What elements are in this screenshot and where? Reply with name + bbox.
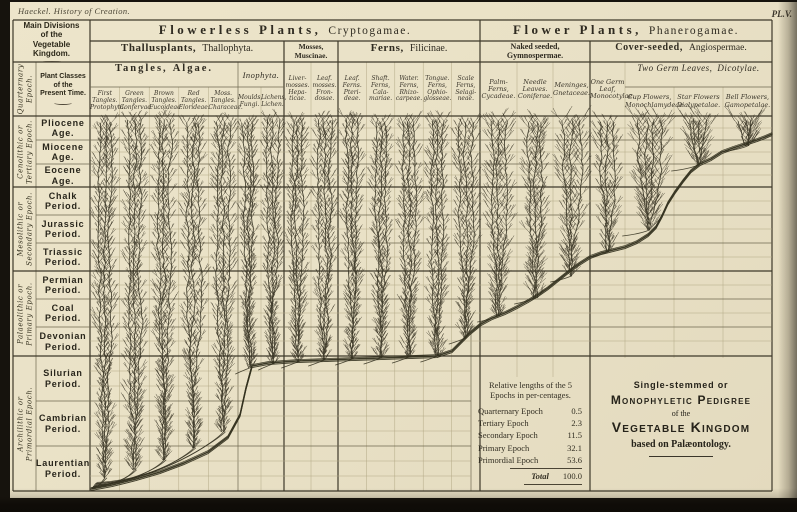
legend-rows: Quarternary Epoch 0.5 Tertiary Epoch 2.3 Sec… [471,405,590,466]
class-header-cell: Lichens, Lichen. [261,93,287,108]
class-header-cell: Star Flowers Dialypetalae. [676,93,721,109]
corner-main-divisions: Main Divisions of the Vegetable Kingdom. [14,21,89,62]
class-header-cell: Red Tangles. Florideae. [178,90,210,111]
class-header-cell: Water. Ferns, Rhizo-carpeae. [395,74,423,103]
tree-column [590,110,624,253]
subgroup-naked-seeded: Naked seeded, Gymnospermae. [506,42,564,60]
class-header-cell: Scale Ferns, Selagi-neae. [455,74,477,103]
legend-total: Total 100.0 [531,471,582,482]
class-header-cell: Liver-mosses. Hepa-ticae. [285,74,310,103]
class-header-cell: Cup Flowers, Monochlamydeae [625,93,684,109]
legend-relative-lengths: Relative lengths of the 5 Epochs in per-… [471,377,590,491]
period-cell: Laurentian Period. [36,458,91,479]
period-cell: Cambrian Period. [39,413,87,434]
class-header-cell: Moss. Tangles. Characeae. [208,90,243,111]
flourish [54,101,72,105]
legend-row: Primary Epoch 32.1 [478,442,582,453]
tree-column [518,108,551,299]
header-two-germ-leaves: Two Germ Leaves, Dicotylae. [637,63,760,73]
subgroup-thallusplants: Thallusplants, Thallophyta. [120,42,254,54]
legend-row: Quarternary Epoch 0.5 [478,406,582,416]
tree-column [259,108,286,365]
tree-column [550,105,593,277]
class-header-cell: One Germ Leaf, Monocotylae. [590,77,635,101]
tree-column [337,107,367,360]
plate-credit: Haeckel. History of Creation. [18,6,131,16]
class-header-cell: Bell Flowers, Gamopetalae. [724,93,771,109]
tree-column [208,112,240,433]
title-rule [649,456,713,457]
epoch-label: Palaeolithic or Primary Epoch. [16,281,33,346]
class-header-cell: Moulds, Fungi. [238,93,263,108]
epoch-label: Mesolithic or Secondary Epoch. [16,192,33,266]
epoch-label: Archilithic or Primordial Epoch. [16,386,33,461]
tree-layer [89,102,773,492]
period-cell: Chalk Period. [44,190,82,212]
class-header-cell: Shaft. Ferns, Cala-mariae. [369,74,393,103]
grid-layer [12,19,773,492]
tree-column [236,114,261,369]
tree-column [177,114,212,449]
subgroup-mosses: Mosses, Muscinae. [294,42,328,60]
title-block: Single-stemmed or Monophyletic Pedigree … [592,380,770,457]
period-cell: Coal Period. [44,302,82,324]
epoch-label-quarternary: Quarternary Epoch. [16,63,33,115]
header-tangles-algae: Tangles, Algae. [115,63,213,74]
legend-row: Primordial Epoch 53.6 [478,454,582,465]
period-cell: Silurian Period. [43,368,83,389]
class-header-cell: Leaf. mosses. Fron-dosae. [312,74,337,103]
subgroup-ferns: Ferns, Filicinae. [370,42,448,54]
class-header-cell: Brown Tangles. Fucoideae. [149,90,183,111]
period-cell: Jurassic Period. [41,218,85,240]
tree-column [394,110,426,358]
legend-row: Secondary Epoch 11.5 [478,430,582,441]
tree-column [450,113,483,339]
period-cell: Eocene Age. [44,165,82,186]
flourish [42,60,61,62]
tree-column [676,103,719,166]
header-flowerless-plants: Flowerless Plants, Cryptogamae. [158,22,412,37]
corner-plant-classes: Plant Classes of the Present Time. [37,63,89,115]
tree-column [423,110,452,357]
header-flower-plants: Flower Plants, Phanerogamae. [513,22,739,37]
header-inophyta: Inophyta. [242,69,280,80]
legend-heading: Relative lengths of the 5 Epochs in per-… [488,380,573,400]
class-header-cell: Green Tangles. Confervae. [119,90,153,111]
tree-column [89,112,122,479]
class-header-cell: Tongue. Ferns, Ophio-glosseae. [423,74,452,103]
tree-column [365,113,395,359]
bottom-shadow [0,488,797,512]
class-header-cell: Needle Leaves. Coniferae. [517,77,553,101]
period-cell: Permian Period. [42,274,84,296]
tree-column [283,111,313,363]
class-header-cell: Meninges, Gnetaceae. [553,81,590,97]
legend-row: Tertiary Epoch 2.3 [478,418,582,429]
period-cell: Miocene Age. [42,141,84,163]
subgroup-cover-seeded: Cover-seeded, Angiospermae. [615,42,747,53]
class-header-cell: Leaf. Ferns. Pteri-deae. [342,74,362,103]
legend-rule [510,468,582,470]
legend-rule [524,484,582,486]
tree-column [480,107,518,317]
period-cell: Devonian Period. [39,331,87,352]
page-edge-shadow [778,2,797,498]
tree-column [309,110,340,361]
tree-column [120,109,151,471]
tree-column [148,108,180,461]
epoch-label: Cenolithic or Tertiary Epoch. [16,119,33,184]
class-header-cell: Palm- Ferns, Cycadeae. [481,77,516,101]
tree-column [625,102,676,231]
class-header-cell: First Tangles. Protophyta. [90,90,126,111]
period-cell: Pliocene Age. [41,117,85,139]
period-cell: Triassic Period. [43,246,83,268]
tree-column [724,105,767,147]
